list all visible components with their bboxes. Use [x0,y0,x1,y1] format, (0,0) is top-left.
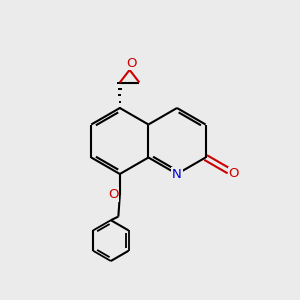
Text: O: O [228,167,239,180]
Text: N: N [172,167,182,181]
Text: O: O [108,188,119,201]
Text: O: O [126,57,136,70]
